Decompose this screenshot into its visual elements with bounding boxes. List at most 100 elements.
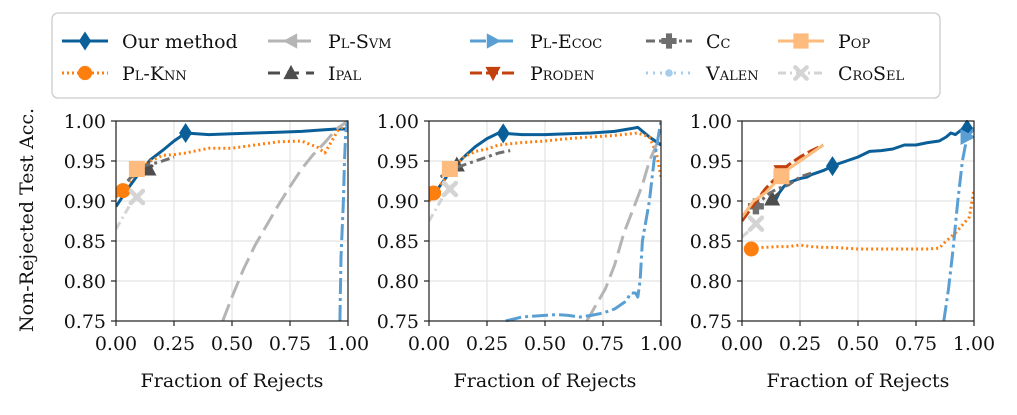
series-marker-ours-right-1 <box>960 120 974 139</box>
legend-item-plsvm: Pl-Svm <box>268 31 392 53</box>
legend-label-plsvm: Pl-Svm <box>328 31 392 53</box>
legend-item-cc: Cc <box>646 31 731 53</box>
legend-item-crosel: CroSel <box>778 63 904 85</box>
legend-label-valen: Valen <box>705 63 759 85</box>
y-tick-label-right-1: 0.80 <box>690 271 732 293</box>
x-tick-label-right-3: 0.75 <box>895 333 937 355</box>
legend-marker-crosel <box>793 65 809 81</box>
panel-middle: 0.00 0.25 0.50 0.75 1.00 0.75 0.80 0.85 0.90 0.95… <box>377 111 682 355</box>
legend-marker-ipal <box>283 64 299 80</box>
series-line-plecoc-middle <box>505 120 661 322</box>
series-line-plknn-right <box>746 188 974 251</box>
legend-label-proden: Proden <box>530 63 595 85</box>
ticks-left: 0.00 0.25 0.50 0.75 1.00 0.75 0.80 0.85 0.90 0.95… <box>64 111 369 355</box>
series-marker-crosel-left-0 <box>128 188 146 206</box>
ticks-middle: 0.00 0.25 0.50 0.75 1.00 0.75 0.80 0.85 0.90 0.95… <box>377 111 682 355</box>
y-tick-label-middle-1: 0.80 <box>377 271 419 293</box>
series-marker-plecoc-right-0 <box>960 129 974 145</box>
y-tick-label-left-4: 0.95 <box>64 151 106 173</box>
x-tick-label-left-4: 1.00 <box>327 333 369 355</box>
panel-right: 0.00 0.25 0.50 0.75 1.00 0.75 0.80 0.85 0.90 0.95… <box>690 111 995 355</box>
x-tick-label-middle-3: 0.75 <box>582 333 624 355</box>
legend-label-plecoc: Pl-Ecoc <box>530 31 602 53</box>
series-line-plecoc-right <box>942 128 974 322</box>
series-line-cc-right <box>752 171 813 210</box>
x-tick-label-left-2: 0.50 <box>211 333 253 355</box>
legend-marker-plecoc <box>486 33 502 49</box>
x-tick-label-right-4: 1.00 <box>953 333 995 355</box>
series-marker-ipal-right-0 <box>764 190 781 206</box>
legend-item-valen: Valen <box>646 63 759 85</box>
y-tick-label-right-0: 0.75 <box>690 311 732 333</box>
series-marker-plknn-left-0 <box>116 183 131 199</box>
y-tick-label-right-5: 1.00 <box>690 111 732 133</box>
series-marker-plknn-right-0 <box>743 241 759 257</box>
legend-marker-plsvm <box>282 33 298 49</box>
legend-label-plknn: Pl-Knn <box>122 63 187 85</box>
series-line-plknn-middle <box>429 131 661 202</box>
x-tick-label-middle-1: 0.25 <box>466 333 508 355</box>
y-tick-label-left-3: 0.90 <box>64 191 106 213</box>
x-axis-label-middle: Fraction of Rejects <box>454 370 637 392</box>
y-tick-label-right-4: 0.95 <box>690 151 732 173</box>
x-tick-label-right-2: 0.50 <box>837 333 879 355</box>
series-line-cc-left <box>126 155 175 182</box>
ticks-right: 0.00 0.25 0.50 0.75 1.00 0.75 0.80 0.85 0.90 0.95… <box>690 111 995 355</box>
series-marker-cc-right-0 <box>747 198 764 215</box>
y-tick-label-left-2: 0.85 <box>64 231 106 253</box>
panels: 0.00 0.25 0.50 0.75 1.00 0.75 0.80 0.85 0.90 0.95… <box>64 111 995 355</box>
y-tick-label-right-2: 0.85 <box>690 231 732 253</box>
legend-marker-ours <box>78 31 92 51</box>
y-tick-label-middle-5: 1.00 <box>377 111 419 133</box>
series-marker-ours-right-0 <box>825 156 839 177</box>
legend-item-plknn: Pl-Knn <box>62 63 187 85</box>
legend-frame <box>51 12 941 99</box>
legend-item-ours: Our method <box>62 31 238 53</box>
series-line-plsvm-left <box>221 120 348 322</box>
legend-item-pop: Pop <box>778 31 870 53</box>
series-marker-pop-left-0 <box>128 161 145 177</box>
series-marker-crosel-middle-0-stroke-b <box>441 180 459 198</box>
x-tick-label-right-0: 0.00 <box>721 333 763 355</box>
legend-label-ours: Our method <box>122 31 238 53</box>
y-tick-label-left-1: 0.80 <box>64 271 106 293</box>
series-group-right <box>742 120 974 322</box>
y-tick-label-middle-3: 0.90 <box>377 191 419 213</box>
y-tick-label-middle-2: 0.85 <box>377 231 419 253</box>
series-line-plecoc-left <box>338 120 348 322</box>
legend-label-ipal: Ipal <box>328 63 361 85</box>
series-marker-crosel-right-0-stroke-b <box>747 215 765 232</box>
legend-item-ipal: Ipal <box>268 63 361 85</box>
legend-label-pop: Pop <box>838 31 870 53</box>
legend: Our method Pl-Svm Pl-Ecoc Cc Pop Pl-Knn Ipal Pr… <box>51 12 941 99</box>
panel-left: 0.00 0.25 0.50 0.75 1.00 0.75 0.80 0.85 0.90 0.95… <box>64 111 369 355</box>
y-tick-label-middle-4: 0.95 <box>377 151 419 173</box>
legend-marker-valen <box>665 69 673 77</box>
x-axis-label-right: Fraction of Rejects <box>767 370 950 392</box>
y-tick-label-left-5: 1.00 <box>64 111 106 133</box>
legend-item-proden: Proden <box>470 63 595 85</box>
y-axis-label: Non-Rejected Test Acc. <box>16 108 38 332</box>
series-group-left <box>116 120 348 322</box>
legend-marker-proden <box>485 66 501 82</box>
legend-marker-cc <box>661 33 677 49</box>
series-marker-ours-left-0 <box>179 123 193 143</box>
x-tick-label-middle-0: 0.00 <box>408 333 450 355</box>
legend-marker-crosel-stroke-b <box>793 65 809 81</box>
legend-marker-pop <box>793 33 809 49</box>
legend-label-cc: Cc <box>706 31 731 53</box>
series-marker-ours-middle-0 <box>496 123 510 144</box>
series-group-middle <box>429 120 661 322</box>
legend-marker-plknn <box>77 65 93 81</box>
series-marker-pop-right-0 <box>773 168 790 185</box>
series-marker-pop-middle-0 <box>441 161 458 177</box>
y-tick-label-middle-0: 0.75 <box>377 311 419 333</box>
legend-item-plecoc: Pl-Ecoc <box>470 31 602 53</box>
legend-label-crosel: CroSel <box>838 63 904 85</box>
x-tick-label-middle-2: 0.50 <box>524 333 566 355</box>
y-tick-label-right-3: 0.90 <box>690 191 732 213</box>
x-tick-label-left-0: 0.00 <box>95 333 137 355</box>
x-tick-label-middle-4: 1.00 <box>640 333 682 355</box>
x-axis-label-left: Fraction of Rejects <box>141 370 324 392</box>
